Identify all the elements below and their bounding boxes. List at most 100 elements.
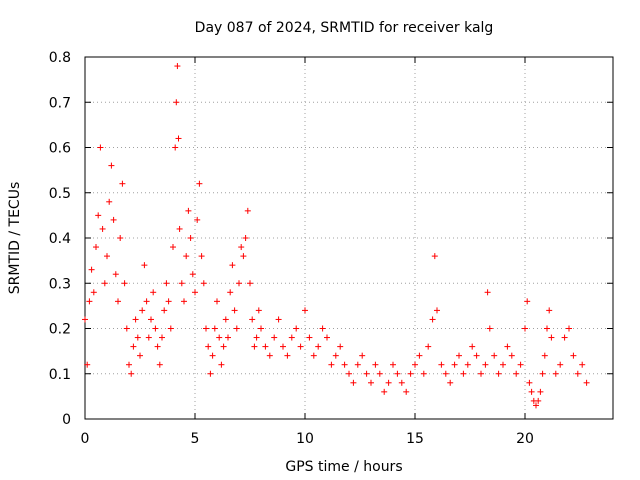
data-point — [412, 361, 418, 368]
data-point — [328, 361, 335, 368]
x-tick-label: 20 — [516, 431, 534, 447]
data-point — [170, 244, 176, 251]
y-tick-labels: 0 0.1 0.2 0.3 0.4 0.5 0.6 0.7 0.8 — [49, 50, 71, 428]
data-point — [504, 343, 511, 350]
data-point — [346, 370, 352, 377]
data-point — [266, 352, 273, 359]
data-point — [491, 352, 498, 359]
data-point — [150, 289, 157, 296]
data-point — [172, 144, 179, 151]
data-point — [229, 262, 236, 269]
data-point — [539, 370, 546, 377]
data-point — [205, 343, 212, 350]
data-point — [255, 307, 262, 314]
data-point — [533, 402, 539, 409]
y-tick-label: 0.3 — [49, 276, 71, 292]
data-point — [398, 379, 405, 386]
data-point — [84, 361, 91, 368]
x-tick-label: 10 — [296, 431, 314, 447]
data-point — [522, 325, 528, 332]
data-point — [416, 352, 423, 359]
data-point — [99, 225, 106, 232]
data-point — [451, 361, 458, 368]
data-point — [548, 334, 555, 341]
data-point — [324, 334, 330, 341]
data-point — [139, 307, 146, 314]
data-point — [464, 361, 471, 368]
data-point — [293, 325, 300, 332]
y-tick-label: 0.7 — [49, 95, 71, 111]
data-point — [315, 343, 322, 350]
data-point — [429, 316, 436, 323]
data-point — [137, 352, 143, 359]
data-point — [95, 212, 102, 219]
data-point — [152, 325, 159, 332]
data-point — [566, 325, 572, 332]
data-point — [354, 361, 361, 368]
data-point — [319, 325, 326, 332]
data-point — [570, 352, 577, 359]
data-point — [218, 361, 225, 368]
data-point — [517, 361, 524, 368]
data-point — [175, 135, 182, 142]
data-point — [372, 361, 379, 368]
data-point — [126, 361, 132, 368]
data-point — [478, 370, 484, 377]
data-point — [271, 334, 278, 341]
data-point — [473, 352, 480, 359]
data-point — [341, 361, 348, 368]
data-point — [407, 370, 414, 377]
data-point — [244, 207, 251, 214]
data-point — [167, 325, 174, 332]
data-point — [249, 316, 256, 323]
data-point — [544, 325, 550, 332]
data-point — [240, 253, 247, 260]
y-tick-label: 0.1 — [49, 367, 71, 383]
y-tick-label: 0 — [62, 412, 71, 428]
data-point — [176, 225, 183, 232]
data-point — [189, 271, 196, 278]
y-tick-label: 0.6 — [49, 141, 71, 157]
data-point — [363, 370, 370, 377]
data-point — [247, 280, 253, 287]
data-point — [108, 162, 115, 169]
data-point — [280, 343, 286, 350]
data-point — [90, 289, 97, 296]
data-point — [121, 280, 128, 287]
data-point — [148, 316, 154, 323]
data-point — [88, 266, 95, 273]
data-point — [134, 334, 141, 341]
data-point — [181, 298, 187, 305]
data-point — [368, 379, 374, 386]
x-tick-label: 5 — [191, 431, 200, 447]
data-point — [165, 298, 172, 305]
data-point — [284, 352, 291, 359]
data-point — [216, 334, 223, 341]
data-point — [200, 280, 207, 287]
data-point — [513, 370, 520, 377]
data-point — [541, 352, 548, 359]
data-point — [381, 388, 388, 395]
data-point — [332, 352, 339, 359]
data-point — [128, 370, 135, 377]
data-point — [101, 280, 108, 287]
data-point — [231, 307, 238, 314]
data-point — [183, 253, 190, 260]
data-point — [403, 388, 410, 395]
data-point — [526, 379, 533, 386]
data-point — [238, 244, 245, 251]
chart-title: Day 087 of 2024, SRMTID for receiver kal… — [195, 20, 494, 36]
data-point — [574, 370, 581, 377]
data-point — [310, 352, 317, 359]
data-point — [456, 352, 462, 359]
data-point — [143, 298, 150, 305]
data-point — [484, 289, 491, 296]
data-point — [97, 144, 104, 151]
data-point — [495, 370, 502, 377]
data-point — [112, 271, 119, 278]
data-point — [420, 370, 427, 377]
x-axis-label: GPS time / hours — [285, 459, 402, 475]
grid — [85, 57, 613, 419]
data-point — [117, 235, 124, 241]
data-point — [385, 379, 392, 386]
